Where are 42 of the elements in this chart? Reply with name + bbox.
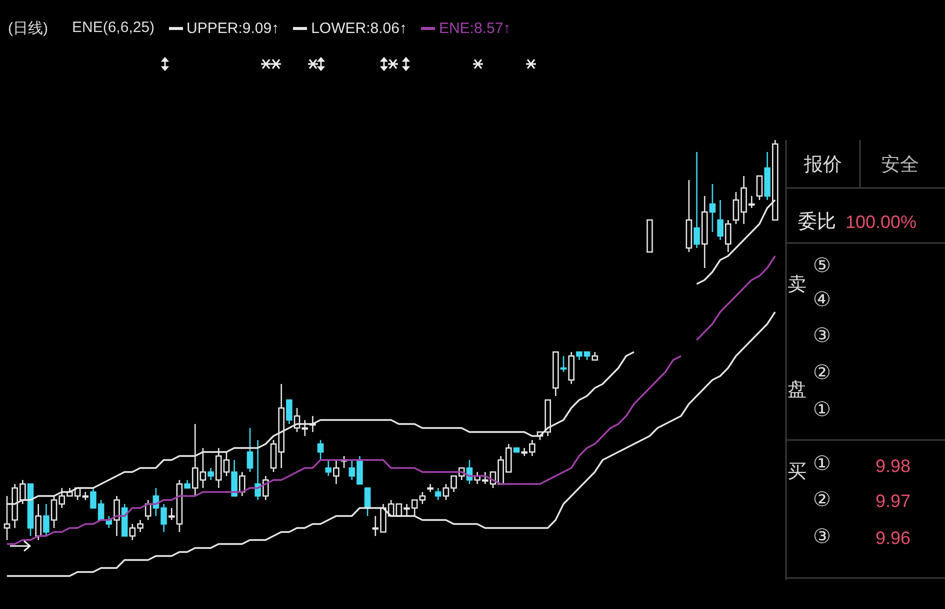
legend-label: UPPER:9.09↑ — [186, 20, 280, 37]
candlestick — [419, 491, 426, 505]
text: 卖 — [788, 274, 806, 296]
candlestick — [434, 487, 442, 501]
candlestick — [724, 219, 732, 253]
candlestick — [333, 459, 340, 485]
text: 委比 — [798, 212, 836, 232]
text: ② — [813, 362, 831, 384]
text: ④ — [813, 289, 831, 311]
text: ② — [813, 489, 831, 511]
text: 盘 — [788, 380, 806, 400]
candlestick — [43, 503, 50, 537]
text: ⑤ — [813, 255, 831, 277]
candlestick — [246, 427, 254, 473]
candlestick — [208, 467, 214, 481]
text: 9.96 — [875, 528, 911, 548]
text: ③ — [813, 325, 831, 347]
candlestick — [709, 183, 716, 233]
text: 9.97 — [875, 491, 911, 511]
chart-title: (日线) — [8, 19, 48, 38]
candlestick — [694, 151, 700, 249]
legend-title: ENE(6,6,25) — [72, 19, 155, 38]
candlestick — [317, 439, 324, 461]
candlestick — [239, 471, 246, 497]
candlestick — [756, 175, 763, 201]
text: 买 — [788, 462, 806, 482]
candlestick — [717, 199, 724, 241]
candlestick — [286, 399, 292, 425]
candlestick — [262, 475, 269, 501]
text: 报价 — [803, 154, 842, 176]
text: ① — [813, 399, 831, 421]
text: 9.98 — [875, 456, 911, 476]
legend-label: LOWER:8.06↑ — [311, 20, 407, 37]
candlestick — [35, 503, 42, 541]
text: 安全 — [881, 154, 919, 176]
candlestick — [114, 495, 120, 537]
candlestick — [325, 459, 332, 477]
candlestick — [231, 459, 238, 497]
text: 100.00% — [845, 212, 917, 232]
legend-label: ENE:8.57↑ — [438, 20, 511, 37]
text: ③ — [813, 526, 831, 548]
text: ① — [813, 453, 831, 475]
